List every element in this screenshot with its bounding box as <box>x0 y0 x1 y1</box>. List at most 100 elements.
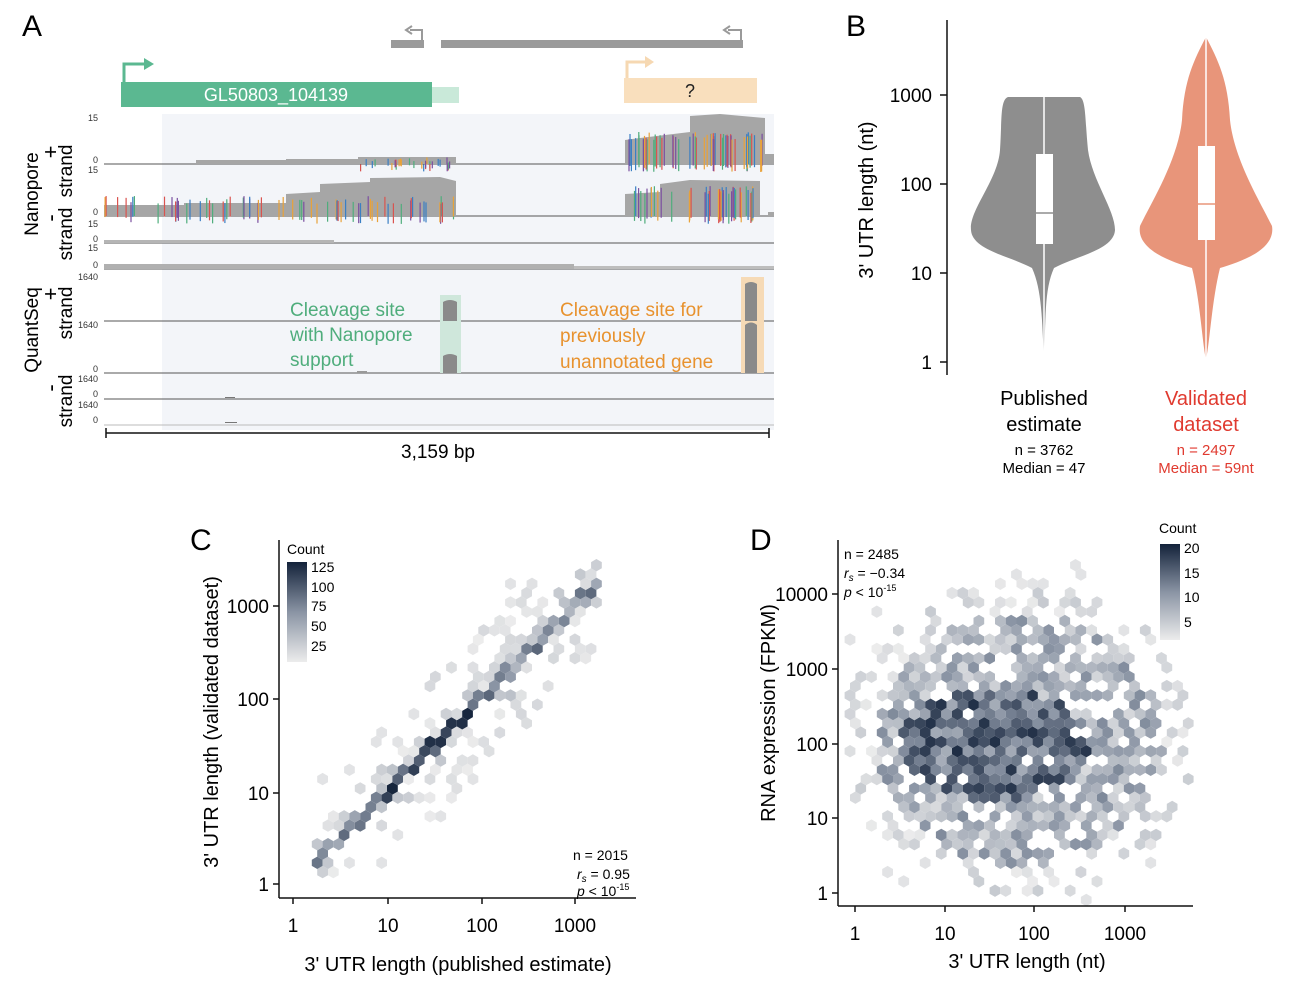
hexbin <box>585 642 597 656</box>
hexbin <box>580 596 592 609</box>
hexbin <box>952 763 963 776</box>
hexbin <box>1145 856 1157 869</box>
svg-text:Published: Published <box>1000 388 1088 410</box>
hexbin <box>1107 717 1119 730</box>
hexbin <box>887 670 899 683</box>
variant-stripe <box>410 198 412 219</box>
hexbin <box>1075 717 1087 730</box>
hexbin <box>1177 726 1189 739</box>
panel-b-label: B <box>846 10 866 43</box>
hexbin <box>1113 670 1124 683</box>
hexbin <box>962 745 974 758</box>
gene-name: GL50803_104139 <box>204 85 348 106</box>
variant-stripe <box>132 196 134 217</box>
hexbin <box>957 810 969 823</box>
nanopore-minus-track3 <box>104 240 334 243</box>
variant-stripe <box>130 202 132 223</box>
hexbin <box>898 800 910 814</box>
hexbin <box>1059 800 1071 814</box>
hexbin <box>1054 735 1065 749</box>
hexbin <box>1011 568 1022 581</box>
group-label-validated: Validated dataset n = 2497 Median = 59nt <box>1158 388 1254 477</box>
panel-c-ticks: 1 10 100 1000 1 10 100 1000 <box>227 597 596 937</box>
hexbin <box>946 828 958 842</box>
hexbin <box>574 568 586 581</box>
variant-stripe <box>761 139 763 172</box>
hexbin <box>1150 698 1162 711</box>
variant-stripe <box>394 160 396 168</box>
hexbin <box>1000 754 1012 767</box>
hexbin <box>919 745 931 758</box>
hexbin <box>376 763 387 776</box>
hexbin <box>1048 745 1060 758</box>
hexbin <box>1145 707 1157 721</box>
panel-d-label: D <box>750 524 772 557</box>
hexbin <box>1118 717 1130 730</box>
hexbin <box>962 689 974 702</box>
hexbin <box>591 577 602 590</box>
hexbin <box>1005 763 1017 776</box>
hexbin <box>317 772 328 786</box>
variant-stripe <box>714 133 716 166</box>
hexbin <box>591 559 602 572</box>
hexbin <box>973 707 985 721</box>
panel-b-ytick-label: 1000 <box>890 86 932 107</box>
hexbin <box>1091 745 1103 758</box>
svg-text:Validated: Validated <box>1165 388 1247 410</box>
variant-stripe <box>439 159 441 167</box>
hexbin <box>989 698 1001 711</box>
svg-text:0: 0 <box>93 415 98 425</box>
hexbin <box>424 717 436 730</box>
hexbin <box>1102 652 1114 665</box>
hexbin <box>968 624 979 637</box>
variant-stripe <box>222 201 224 222</box>
hexbin <box>1091 670 1103 683</box>
quantseq-peak <box>443 354 457 373</box>
svg-text:15: 15 <box>88 165 98 175</box>
hexbin <box>1070 707 1081 721</box>
hexbin <box>1032 772 1044 786</box>
hexbin <box>472 670 484 683</box>
ytick-label: 1 <box>817 884 828 905</box>
hexbin <box>887 726 899 739</box>
hexbin <box>483 745 495 758</box>
hexbin <box>1048 670 1060 683</box>
hexbin <box>1043 624 1054 637</box>
variant-stripe <box>439 202 441 223</box>
variant-stripe <box>104 197 106 218</box>
hexbin <box>1037 745 1049 758</box>
track-scales: 15 0 15 0 15 0 15 0 1640 1640 0 1640 0 1… <box>78 113 98 425</box>
hexbin <box>1161 698 1173 711</box>
variant-stripe <box>731 139 733 172</box>
hexbin <box>1139 624 1151 637</box>
variant-stripe <box>705 186 707 217</box>
hexbin <box>1139 717 1151 730</box>
variant-stripe <box>694 136 696 169</box>
svg-text:1640: 1640 <box>78 400 98 410</box>
hexbin <box>876 745 888 758</box>
hexbin <box>1021 717 1033 730</box>
hexbin <box>1145 763 1157 776</box>
ytick-label: 1000 <box>786 660 828 681</box>
hexbin <box>1075 865 1087 879</box>
variant-stripe <box>633 190 636 221</box>
hexbin <box>333 838 345 851</box>
hexbin <box>978 754 990 767</box>
hexbin <box>521 605 532 618</box>
nanopore-plus-variants <box>360 132 763 172</box>
hexbin <box>957 847 969 860</box>
variant-stripe <box>327 201 329 222</box>
variant-stripe <box>675 136 677 169</box>
variant-stripe <box>653 186 655 217</box>
hexbin <box>1027 763 1038 776</box>
hexbin <box>1091 763 1103 776</box>
variant-stripe <box>369 198 371 219</box>
hexbin <box>978 847 990 860</box>
hexbin <box>1145 726 1157 739</box>
hexbin <box>957 735 969 749</box>
hexbin <box>1021 865 1033 879</box>
variant-stripe <box>412 196 414 217</box>
hexbin <box>424 791 436 804</box>
hexbin <box>871 754 883 767</box>
hexbin <box>317 847 328 860</box>
